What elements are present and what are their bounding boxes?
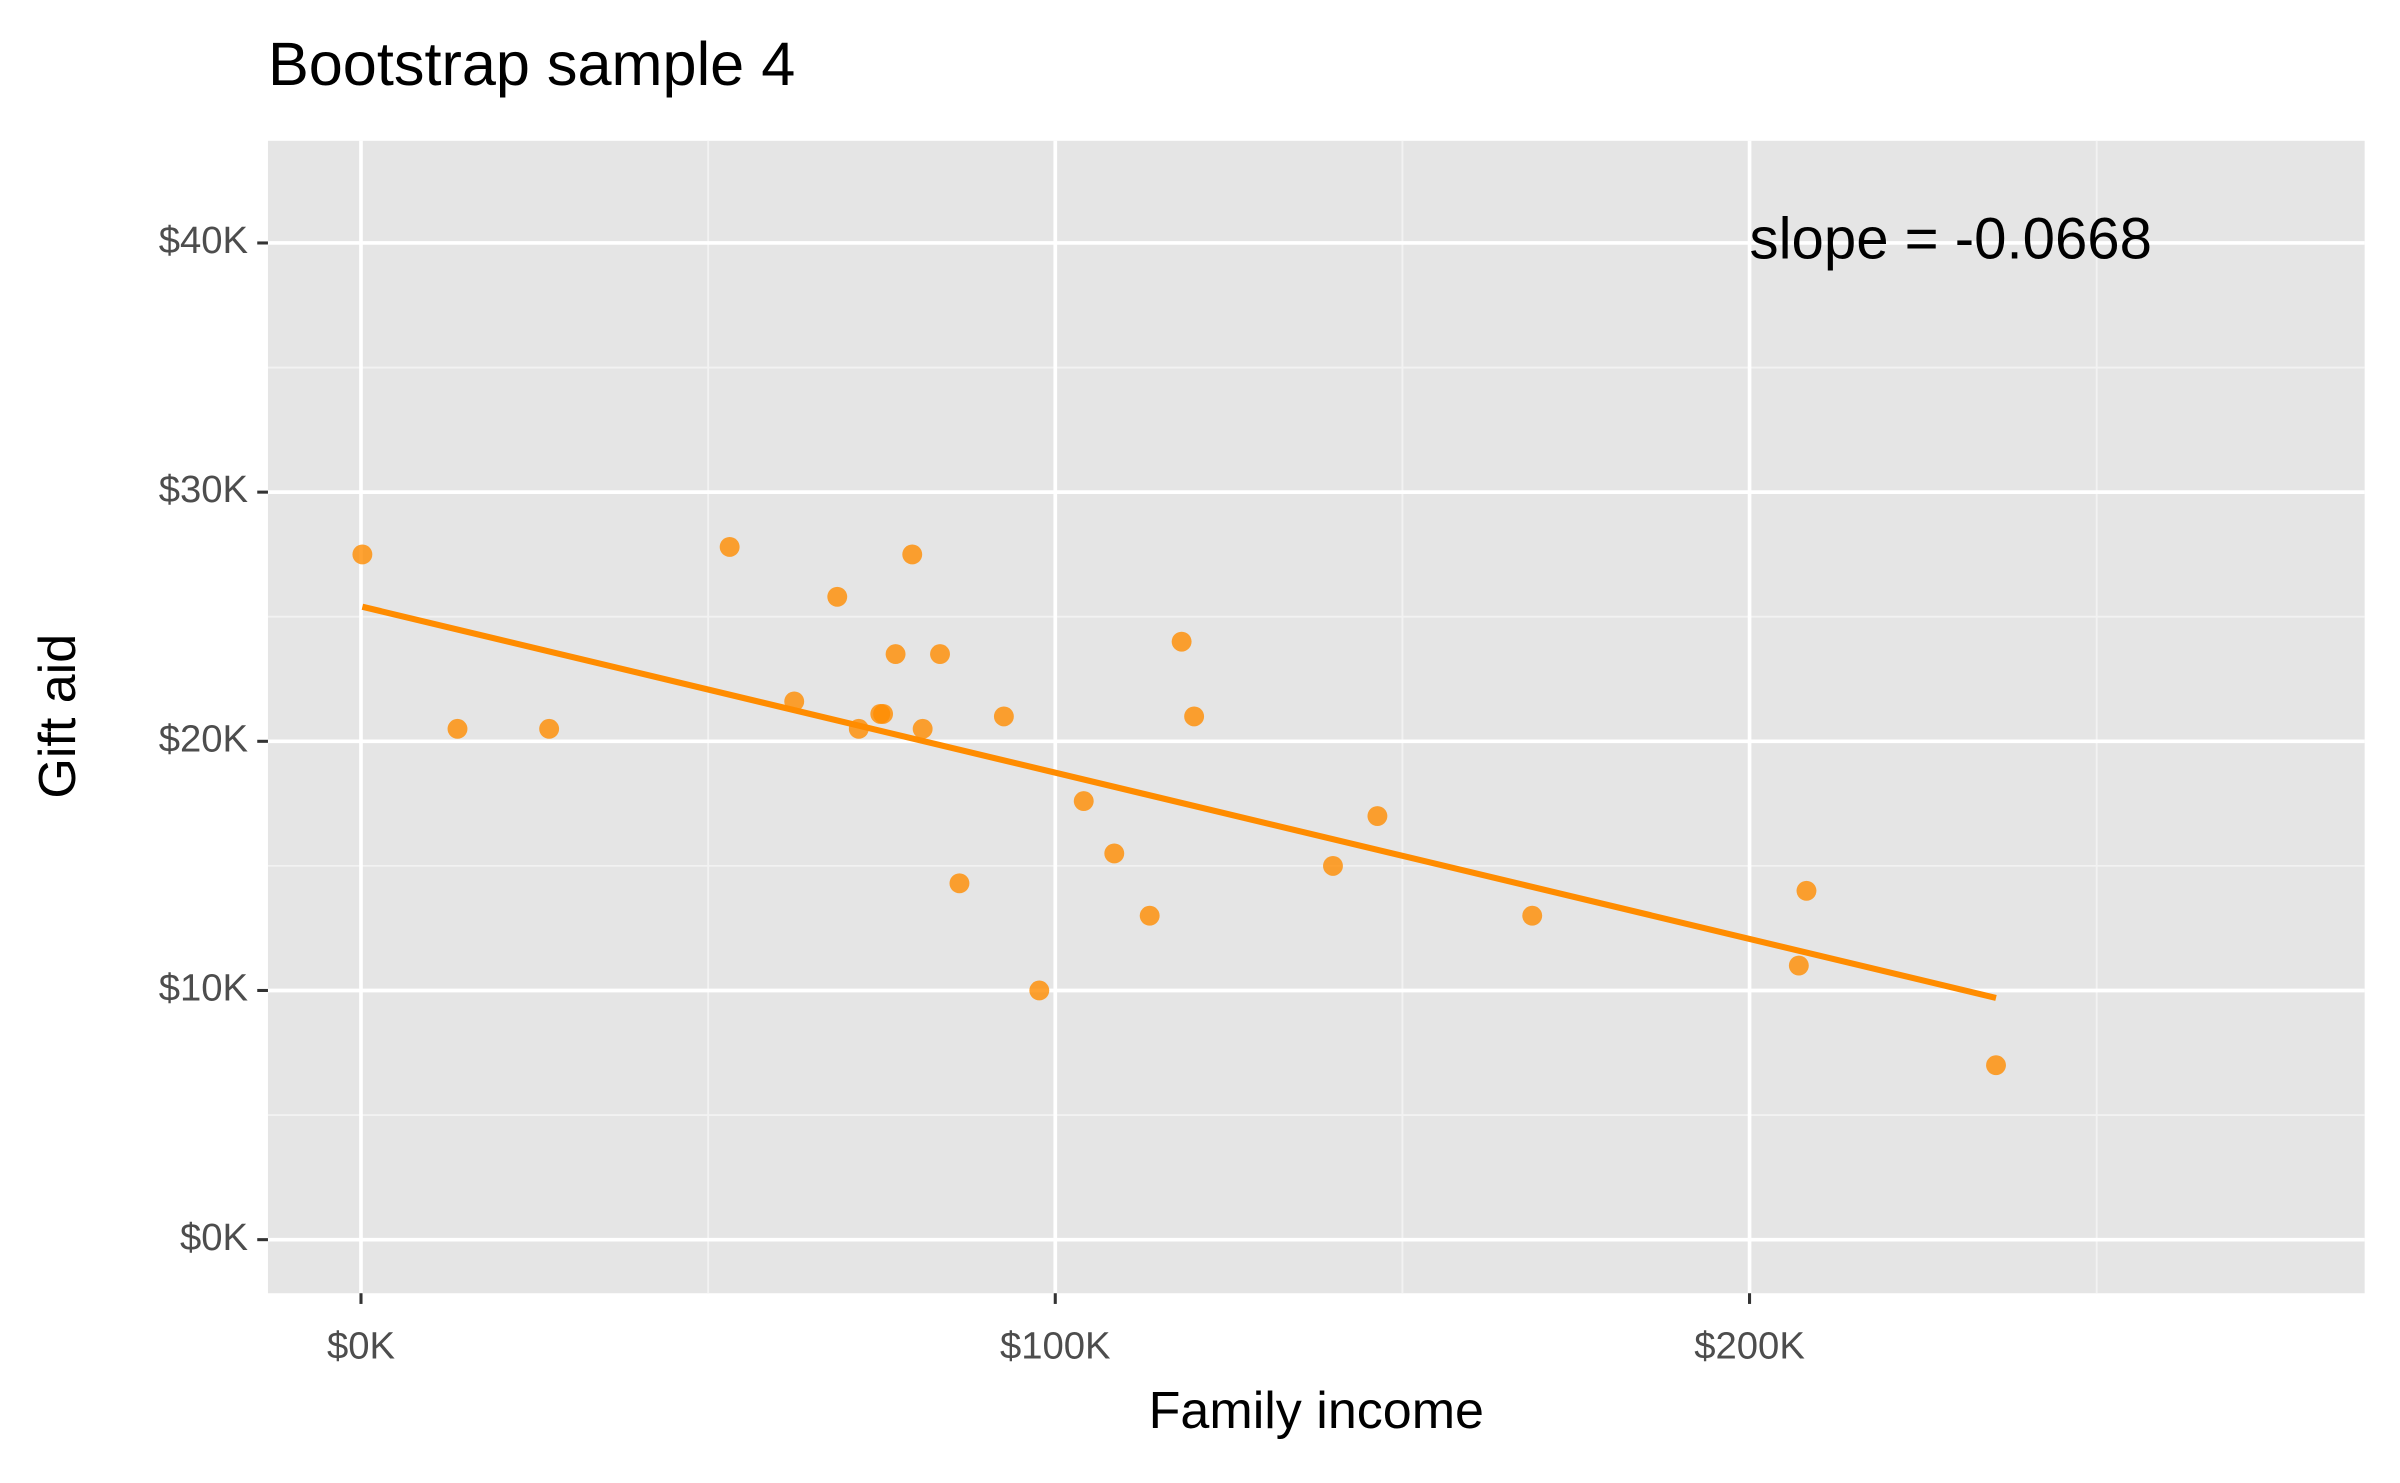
x-tick-label: $0K bbox=[327, 1324, 396, 1367]
point bbox=[885, 644, 906, 665]
point bbox=[1171, 631, 1192, 652]
point bbox=[930, 644, 950, 665]
point bbox=[912, 718, 933, 739]
y-tick-label: $0K bbox=[180, 1216, 249, 1259]
point bbox=[1184, 706, 1205, 727]
point bbox=[719, 537, 740, 557]
point bbox=[1986, 1055, 2006, 1076]
point bbox=[1796, 880, 1817, 901]
point bbox=[873, 703, 894, 724]
x-tick-label: $100K bbox=[1000, 1324, 1111, 1367]
point bbox=[1323, 855, 1343, 876]
x-tick-label: $200K bbox=[1694, 1324, 1805, 1367]
y-tick-label: $30K bbox=[159, 468, 249, 511]
point bbox=[1522, 905, 1543, 926]
panel bbox=[267, 140, 2365, 1294]
point bbox=[1029, 980, 1050, 1001]
trend-line bbox=[361, 603, 1997, 1001]
y-tick-label: $40K bbox=[159, 219, 249, 262]
point bbox=[447, 718, 468, 739]
y-axis-title: Gift aid bbox=[29, 634, 87, 799]
point bbox=[1073, 791, 1094, 812]
x-axis-title: Family income bbox=[1149, 1382, 1484, 1440]
chart-title: Bootstrap sample 4 bbox=[268, 30, 795, 98]
point bbox=[1104, 843, 1125, 864]
point bbox=[949, 873, 970, 894]
point bbox=[539, 718, 560, 739]
point bbox=[1139, 905, 1160, 926]
point bbox=[993, 706, 1014, 727]
point bbox=[1367, 806, 1388, 827]
y-tick-label: $20K bbox=[159, 717, 249, 760]
point bbox=[902, 544, 923, 565]
point bbox=[827, 586, 848, 607]
y-tick-label: $10K bbox=[159, 967, 249, 1010]
point bbox=[352, 544, 373, 565]
point bbox=[1788, 955, 1809, 976]
annotation: slope = -0.0668 bbox=[1750, 206, 2152, 271]
